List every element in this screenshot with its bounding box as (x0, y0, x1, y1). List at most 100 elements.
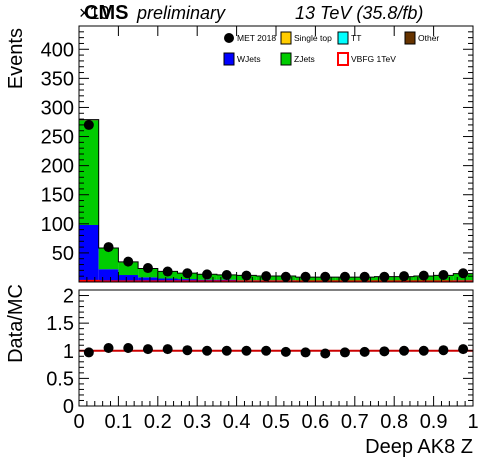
legend-swatch-icon (404, 31, 416, 45)
data-point (182, 268, 193, 279)
y-tick-label: 50 (52, 243, 74, 265)
x-tick-label: 0.7 (341, 411, 369, 433)
legend-line-icon (337, 52, 349, 66)
x-tick-label: 1 (467, 411, 478, 433)
data-point (83, 119, 94, 130)
ratio-frame (78, 289, 474, 407)
ratio-point (359, 346, 370, 357)
legend-swatch-icon (337, 31, 349, 45)
histogram-bar (79, 120, 99, 225)
ratio-point (83, 347, 94, 358)
data-point (241, 270, 252, 281)
scale-marker: ×10 (79, 3, 110, 23)
histogram-bar (118, 275, 139, 282)
ratio-point (438, 345, 449, 356)
ratio-y-tick-label: 1.5 (46, 313, 74, 335)
histogram-bar (98, 269, 119, 282)
ratio-point (320, 348, 331, 359)
histogram-bar (138, 277, 158, 282)
ratio-y-tick-label: 0.5 (46, 368, 74, 390)
legend-label: MET 2018 (237, 33, 276, 43)
legend-swatch-icon (280, 52, 292, 66)
data-point (418, 270, 429, 281)
legend-label: VBFG 1TeV (351, 54, 396, 64)
data-point (142, 263, 153, 274)
ratio-point (162, 344, 173, 355)
series-other (79, 119, 473, 278)
stack-outline (78, 119, 474, 282)
ratio-y-tick-label: 1 (63, 341, 74, 363)
x-tick-label: 0.8 (380, 411, 408, 433)
ratio-point (142, 344, 153, 355)
ratio-point (339, 347, 350, 358)
cms-label: CMS (84, 2, 128, 24)
ratio-y-tick-label: 0 (63, 396, 74, 418)
y-tick-label: 200 (41, 156, 74, 178)
data-point (202, 269, 213, 280)
legend-entry: Other (404, 31, 439, 45)
legend-entry: TT (337, 31, 361, 45)
preliminary-label: preliminary (136, 3, 226, 23)
histogram-bar (98, 248, 119, 270)
legend-entry: Single top (280, 31, 332, 45)
data-point (123, 256, 134, 267)
series-zjets (79, 120, 473, 281)
legend-label: Single top (294, 33, 332, 43)
histogram-bar (79, 224, 99, 282)
data-point (399, 271, 410, 282)
data-point (300, 271, 311, 282)
bottom-ylabel: Data/MC (5, 284, 27, 363)
legend-entry: VBFG 1TeV (337, 52, 396, 66)
legend-marker-icon (224, 33, 234, 43)
x-tick-label: 0.5 (262, 411, 290, 433)
x-tick-label: 0 (73, 411, 84, 433)
top-frame (78, 25, 474, 283)
legend: MET 2018 Single top TT Other WJets ZJets VBFG … (223, 31, 439, 66)
ratio-point (202, 345, 213, 356)
x-tick-label: 0.9 (420, 411, 448, 433)
y-tick-label: 300 (41, 97, 74, 119)
data-point (280, 271, 291, 282)
x-tick-label: 0.4 (223, 411, 251, 433)
lumi-label: 13 TeV (35.8/fb) (295, 3, 423, 23)
data-point (261, 271, 272, 282)
histogram-bar (157, 278, 178, 282)
data-point (438, 270, 449, 281)
ratio-y-tick-label: 2 (63, 286, 74, 308)
legend-label: TT (351, 33, 361, 43)
data-point (320, 271, 331, 282)
data-point (379, 271, 390, 282)
y-tick-label: 100 (41, 214, 74, 236)
y-tick-label: 150 (41, 185, 74, 207)
ratio-point (379, 346, 390, 357)
legend-entry: MET 2018 (224, 33, 276, 43)
ratio-point (182, 345, 193, 356)
ratio-point (418, 345, 429, 356)
ratio-point (300, 347, 311, 358)
data-point (162, 266, 173, 277)
legend-label: WJets (237, 54, 261, 64)
xlabel: Deep AK8 Z (365, 436, 473, 458)
data-point (221, 270, 232, 281)
data-point (103, 242, 114, 253)
legend-entry: WJets (223, 52, 261, 66)
ratio-point (399, 345, 410, 356)
data-point (359, 271, 370, 282)
ratio-point (221, 345, 232, 356)
x-tick-label: 0.6 (301, 411, 329, 433)
top-panel: 50 100 150 200 250 300 350 400 (41, 25, 474, 283)
legend-label: Other (418, 33, 439, 43)
legend-entry: ZJets (280, 52, 315, 66)
signal-line (79, 279, 473, 283)
x-tick-label: 0.1 (104, 411, 132, 433)
ratio-point (123, 343, 134, 353)
data-point (339, 271, 350, 282)
y-tick-label: 400 (41, 39, 74, 61)
legend-label: ZJets (294, 54, 315, 64)
ratio-point (280, 346, 291, 357)
x-tick-label: 0.3 (183, 411, 211, 433)
data-point (458, 268, 469, 279)
legend-swatch-icon (223, 52, 235, 66)
legend-swatch-icon (280, 31, 292, 45)
